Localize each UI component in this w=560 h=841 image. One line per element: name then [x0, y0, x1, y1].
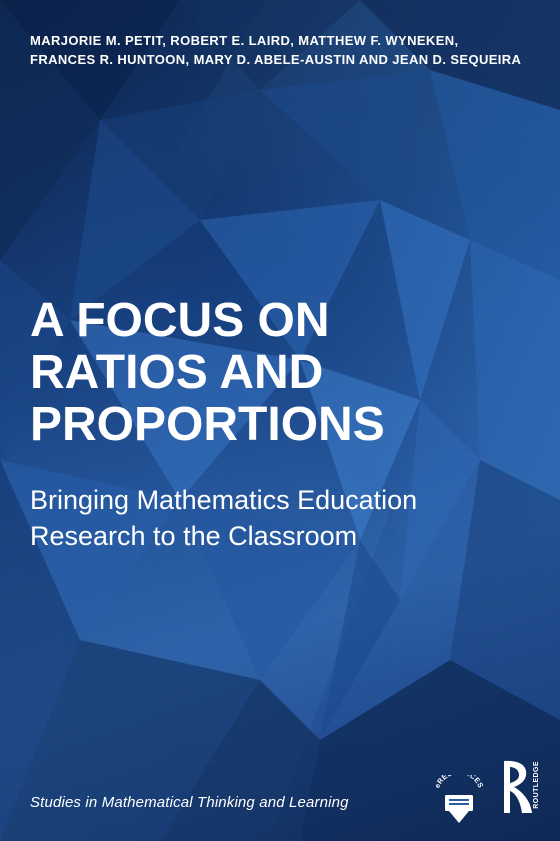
- series-title: Studies in Mathematical Thinking and Lea…: [30, 794, 349, 811]
- eresources-badge: eRESOURCES: [434, 775, 484, 827]
- subtitle-line1: Bringing Mathematics Education: [30, 482, 520, 518]
- authors-block: MARJORIE M. PETIT, ROBERT E. LAIRD, MATT…: [30, 32, 530, 70]
- title-line2: RATIOS AND: [30, 347, 530, 399]
- book-cover: MARJORIE M. PETIT, ROBERT E. LAIRD, MATT…: [0, 0, 560, 841]
- eresources-icon: eRESOURCES: [434, 775, 484, 827]
- routledge-label: ROUTLEDGE: [533, 761, 540, 809]
- subtitle-line2: Research to the Classroom: [30, 518, 520, 554]
- main-title: A FOCUS ON RATIOS AND PROPORTIONS: [30, 295, 530, 450]
- routledge-badge: ROUTLEDGE: [494, 755, 542, 827]
- publisher-badges: eRESOURCES ROUTLEDGE: [434, 755, 542, 827]
- title-line1: A FOCUS ON: [30, 295, 530, 347]
- authors-line1: MARJORIE M. PETIT, ROBERT E. LAIRD, MATT…: [30, 32, 530, 51]
- authors-line2: FRANCES R. HUNTOON, MARY D. ABELE-AUSTIN…: [30, 51, 530, 70]
- subtitle: Bringing Mathematics Education Research …: [30, 482, 520, 555]
- svg-text:eRESOURCES: eRESOURCES: [434, 775, 484, 789]
- title-line3: PROPORTIONS: [30, 399, 530, 451]
